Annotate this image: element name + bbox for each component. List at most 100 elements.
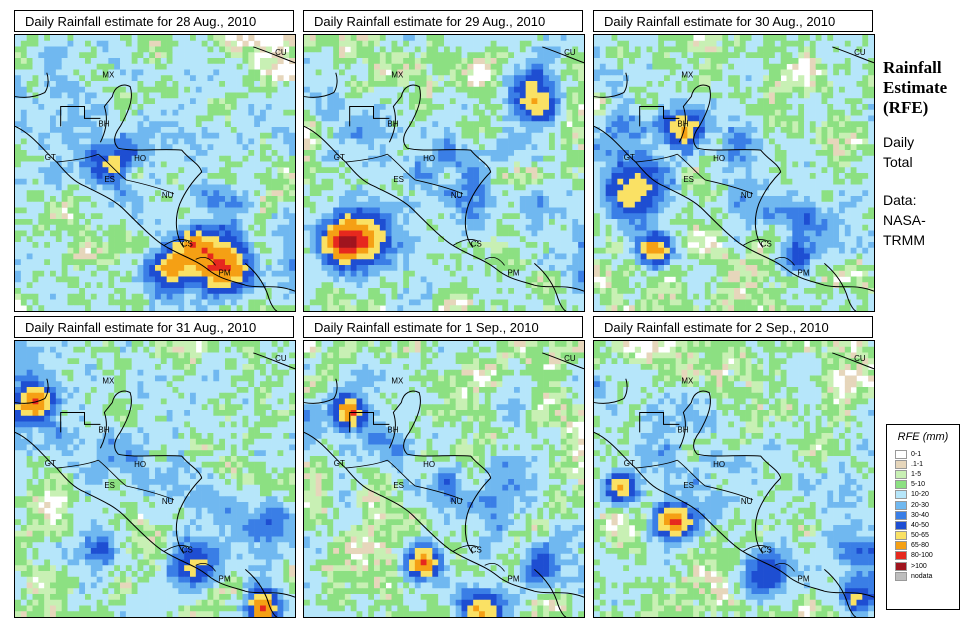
rain-cell xyxy=(178,196,185,203)
rain-cell xyxy=(478,218,486,226)
rain-cell xyxy=(344,132,351,139)
rain-cell xyxy=(356,201,363,208)
rain-cell xyxy=(96,98,103,105)
rain-cell xyxy=(490,155,497,162)
rain-cell xyxy=(350,178,357,185)
rain-cell xyxy=(414,63,421,70)
rain-cell xyxy=(461,35,468,42)
rain-cell xyxy=(90,242,97,249)
rain-cell xyxy=(67,270,74,277)
rain-cell xyxy=(502,58,509,65)
rain-cell xyxy=(189,218,197,226)
rain-cell xyxy=(15,104,22,111)
rain-cell xyxy=(143,253,150,260)
rain-cell xyxy=(449,155,456,162)
rain-cell xyxy=(201,92,208,99)
rain-cell xyxy=(414,207,421,214)
rain-cell xyxy=(403,259,410,266)
rain-cell xyxy=(230,293,237,300)
rain-cell xyxy=(374,213,381,220)
rain-cell xyxy=(61,305,68,311)
rain-cell xyxy=(277,196,284,203)
rain-cell xyxy=(397,299,404,306)
rain-cell xyxy=(496,282,503,289)
rain-cell xyxy=(513,161,521,168)
rain-cell xyxy=(572,63,579,70)
rain-cell xyxy=(391,259,398,266)
rain-cell xyxy=(219,253,226,260)
rain-cell xyxy=(96,230,103,237)
rain-cell xyxy=(444,167,451,174)
rain-cell xyxy=(201,35,208,42)
rain-cell xyxy=(172,236,179,243)
rain-cell xyxy=(525,270,532,277)
rain-cell xyxy=(114,40,121,47)
rain-cell xyxy=(131,287,138,295)
rain-cell xyxy=(374,167,381,174)
rain-cell xyxy=(548,127,556,134)
rain-cell xyxy=(38,173,45,180)
rain-cell xyxy=(155,184,162,191)
rain-cell xyxy=(554,40,561,47)
rain-cell xyxy=(184,299,191,306)
rain-cell xyxy=(219,167,226,174)
rain-cell xyxy=(368,190,375,197)
rain-cell xyxy=(537,265,544,272)
rain-cell xyxy=(189,161,197,168)
rain-cell xyxy=(333,109,340,116)
rain-cell xyxy=(15,161,22,168)
rain-cell xyxy=(473,247,480,254)
rain-cell xyxy=(44,138,51,145)
rain-cell xyxy=(120,201,127,208)
rain-cell xyxy=(195,40,202,47)
rain-cell xyxy=(259,190,267,197)
rain-cell xyxy=(391,35,398,42)
rain-cell xyxy=(391,247,398,254)
rain-cell xyxy=(566,265,573,272)
rain-cell xyxy=(73,184,80,191)
rain-cell xyxy=(374,104,381,111)
rain-cell xyxy=(572,98,579,105)
rain-cell xyxy=(248,155,255,162)
rain-cell xyxy=(271,115,278,122)
rain-cell xyxy=(50,305,57,311)
rain-cell xyxy=(155,144,162,151)
rain-cell xyxy=(537,305,544,311)
rain-cell xyxy=(304,242,311,249)
rain-cell xyxy=(344,293,351,300)
rain-cell xyxy=(496,293,503,300)
rain-cell xyxy=(289,270,295,277)
rain-cell xyxy=(61,63,68,70)
rain-cell xyxy=(478,58,486,65)
rain-cell xyxy=(248,138,255,145)
rain-cell xyxy=(137,247,144,254)
rain-cell xyxy=(189,230,197,237)
rain-cell xyxy=(467,230,474,237)
rain-cell xyxy=(478,127,486,134)
rain-cell xyxy=(623,63,630,70)
rain-cell xyxy=(304,149,311,157)
rain-cell xyxy=(248,299,255,306)
rain-cell xyxy=(658,46,665,53)
rain-cell xyxy=(513,299,521,306)
rain-cell xyxy=(236,224,243,231)
rain-cell xyxy=(131,253,138,260)
rain-cell xyxy=(508,144,515,151)
rain-cell xyxy=(757,80,764,88)
rain-cell xyxy=(20,144,27,151)
rain-cell xyxy=(61,149,68,157)
rain-cell xyxy=(207,305,214,311)
rain-cell xyxy=(137,121,144,128)
rain-cell xyxy=(455,196,462,203)
rain-cell xyxy=(219,35,226,42)
rain-cell xyxy=(38,184,45,191)
rain-cell xyxy=(543,230,550,237)
rain-cell xyxy=(271,63,278,70)
rain-cell xyxy=(137,92,144,99)
rain-cell xyxy=(96,178,103,185)
rain-cell xyxy=(149,196,156,203)
rain-cell xyxy=(309,190,316,197)
rain-cell xyxy=(166,92,173,99)
rain-cell xyxy=(254,155,261,162)
rain-cell xyxy=(339,92,346,99)
